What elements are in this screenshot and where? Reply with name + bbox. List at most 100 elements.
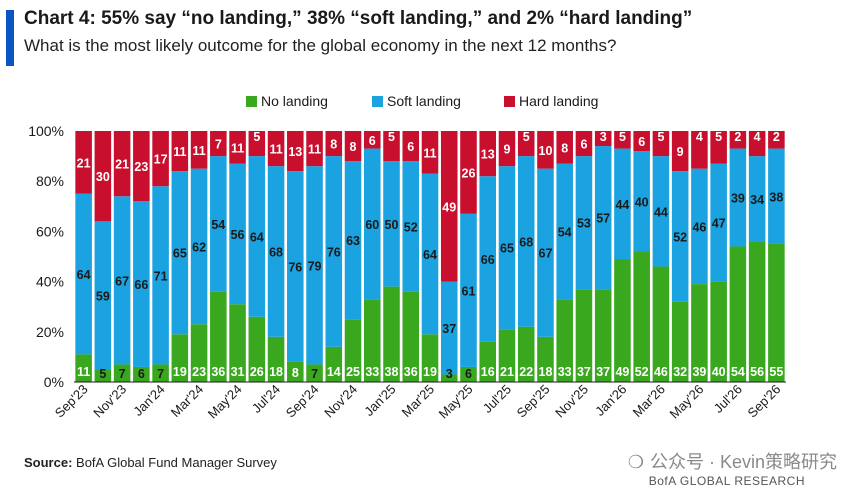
bar-soft-landing <box>768 148 785 244</box>
data-label-hard-landing: 8 <box>330 138 337 152</box>
bar-soft-landing <box>325 156 343 347</box>
bar-no-landing <box>537 336 554 382</box>
x-tick-label: Nov'24 <box>321 382 360 421</box>
bar-no-landing <box>691 284 708 382</box>
x-tick-label: Mar'26 <box>630 382 668 420</box>
bar-soft-landing <box>248 156 266 317</box>
wechat-icon: ❍ <box>627 452 644 472</box>
bar-no-landing <box>152 364 169 382</box>
data-label-hard-landing: 6 <box>580 138 587 152</box>
data-label-soft-landing: 59 <box>96 289 110 303</box>
title-accent-bar <box>6 10 14 66</box>
data-label-no-landing: 36 <box>211 365 225 379</box>
legend-label: Hard landing <box>519 93 598 109</box>
bar-hard-landing <box>768 131 785 149</box>
bar-soft-landing <box>498 166 516 330</box>
bar-soft-landing <box>344 161 362 320</box>
x-tick-label: Mar'24 <box>168 382 206 420</box>
data-label-hard-landing: 4 <box>754 130 761 144</box>
data-label-hard-landing: 8 <box>561 141 568 155</box>
data-label-hard-landing: 4 <box>696 130 703 144</box>
bar-no-landing <box>383 286 400 382</box>
watermark-text: 公众号 · Kevin策略研究 <box>649 452 837 472</box>
bar-hard-landing <box>421 131 439 174</box>
y-tick-label: 80% <box>36 173 64 189</box>
bar-no-landing <box>768 243 785 382</box>
data-label-soft-landing: 61 <box>462 284 476 298</box>
data-label-no-landing: 49 <box>615 365 629 379</box>
bar-no-landing <box>498 329 516 382</box>
data-label-hard-landing: 5 <box>253 130 260 144</box>
data-label-soft-landing: 44 <box>654 205 668 219</box>
data-label-hard-landing: 3 <box>600 130 607 144</box>
bar-soft-landing <box>267 166 285 337</box>
bar-no-landing <box>306 364 323 382</box>
data-label-no-landing: 16 <box>481 365 495 379</box>
data-label-no-landing: 7 <box>157 367 164 381</box>
bar-hard-landing <box>460 131 477 214</box>
data-label-hard-landing: 21 <box>115 158 129 172</box>
bar-hard-landing <box>113 131 131 197</box>
bar-hard-landing <box>479 131 497 177</box>
data-label-hard-landing: 5 <box>657 130 664 144</box>
y-tick-label: 40% <box>36 274 64 290</box>
x-tick-label: Nov'23 <box>90 382 129 421</box>
bar-hard-landing <box>710 131 727 164</box>
y-tick-label: 100% <box>28 123 64 139</box>
bar-no-landing <box>517 326 535 382</box>
data-label-no-landing: 31 <box>231 365 245 379</box>
bar-no-landing <box>460 366 477 382</box>
data-label-hard-landing: 2 <box>734 130 741 144</box>
data-label-no-landing: 18 <box>539 365 553 379</box>
data-label-no-landing: 46 <box>654 365 668 379</box>
data-label-hard-landing: 11 <box>192 144 205 158</box>
data-label-no-landing: 56 <box>750 365 764 379</box>
bar-no-landing <box>748 241 766 382</box>
bar-no-landing <box>344 319 362 382</box>
data-label-hard-landing: 11 <box>173 145 186 159</box>
data-label-no-landing: 7 <box>119 367 126 381</box>
data-label-soft-landing: 68 <box>269 245 283 259</box>
data-label-hard-landing: 49 <box>442 200 456 214</box>
data-label-soft-landing: 76 <box>327 245 341 259</box>
bar-soft-landing <box>537 168 554 337</box>
bar-no-landing <box>614 259 631 382</box>
data-label-soft-landing: 68 <box>519 235 533 249</box>
bar-no-landing <box>267 336 285 382</box>
bar-no-landing <box>363 299 381 382</box>
bar-no-landing <box>652 266 670 382</box>
bar-soft-landing <box>229 163 246 305</box>
bar-soft-landing <box>556 163 573 300</box>
bar-hard-landing <box>748 131 766 157</box>
bar-hard-landing <box>210 131 227 157</box>
bar-hard-landing <box>325 131 343 157</box>
bar-soft-landing <box>210 156 227 292</box>
bar-soft-landing <box>729 148 747 247</box>
source-note: Source: BofA Global Fund Manager Survey <box>24 455 277 470</box>
data-label-hard-landing: 6 <box>369 134 376 148</box>
data-label-no-landing: 6 <box>465 367 472 381</box>
bar-soft-landing <box>171 171 189 335</box>
bar-soft-landing <box>710 163 727 282</box>
legend-swatch <box>372 96 383 107</box>
bar-soft-landing <box>748 156 766 242</box>
data-label-soft-landing: 76 <box>288 261 302 275</box>
bar-no-landing <box>575 289 593 382</box>
data-label-no-landing: 5 <box>99 367 106 381</box>
bar-hard-landing <box>537 131 554 169</box>
data-label-soft-landing: 53 <box>577 217 591 231</box>
bar-no-landing <box>325 346 343 382</box>
data-label-no-landing: 33 <box>365 365 379 379</box>
data-label-soft-landing: 62 <box>192 240 206 254</box>
data-label-no-landing: 32 <box>673 365 687 379</box>
data-label-no-landing: 14 <box>327 365 341 379</box>
x-tick-label: May'24 <box>205 382 245 422</box>
data-label-no-landing: 18 <box>269 365 283 379</box>
bar-soft-landing <box>75 193 92 355</box>
bar-soft-landing <box>306 166 323 365</box>
data-label-hard-landing: 5 <box>619 130 626 144</box>
bar-soft-landing <box>575 156 593 290</box>
bar-soft-landing <box>594 146 612 290</box>
bar-hard-landing <box>287 131 304 172</box>
bar-no-landing <box>479 341 497 382</box>
